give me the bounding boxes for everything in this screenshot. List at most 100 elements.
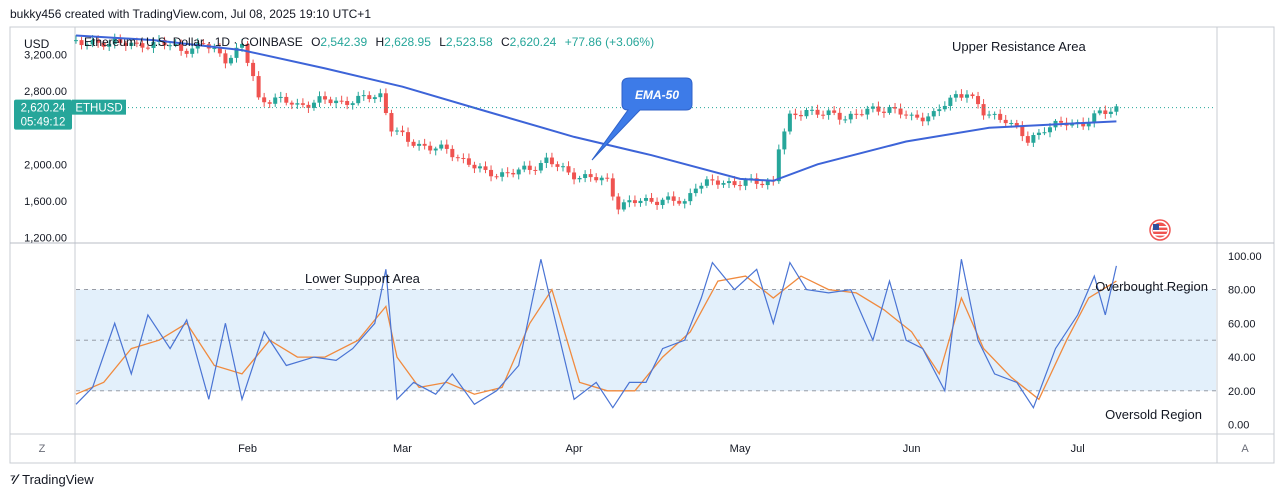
zoom-z-button[interactable]: Z bbox=[39, 443, 46, 455]
candle-down bbox=[96, 39, 101, 43]
candle-down bbox=[1020, 126, 1025, 137]
candle-down bbox=[1025, 136, 1030, 143]
candle-down bbox=[400, 130, 405, 133]
candle-up bbox=[538, 162, 543, 171]
candle-up bbox=[1009, 122, 1014, 124]
candle-down bbox=[981, 104, 986, 116]
ema-callout: EMA-50 bbox=[591, 77, 693, 161]
candle-up bbox=[1047, 127, 1052, 133]
price-tick-label: 2,000.00 bbox=[24, 159, 67, 171]
candle-up bbox=[212, 48, 217, 50]
candle-down bbox=[383, 93, 388, 114]
candle-down bbox=[1003, 119, 1008, 124]
candle-down bbox=[101, 42, 106, 47]
last-price-badge bbox=[14, 99, 72, 130]
symbol-name: Ethereum / U.S. Dollar · 1D · COINBASE bbox=[84, 35, 303, 49]
candle-down bbox=[345, 100, 350, 105]
candle-down bbox=[1081, 122, 1086, 127]
tradingview-logo[interactable]: ⁷∕ TradingView bbox=[10, 471, 94, 487]
candle-down bbox=[837, 112, 842, 120]
auto-scale-button[interactable]: A bbox=[1241, 443, 1249, 455]
candle-up bbox=[112, 38, 117, 44]
attribution-header: bukky456 created with TradingView.com, J… bbox=[10, 7, 371, 21]
candle-down bbox=[118, 38, 123, 43]
candle-down bbox=[217, 48, 222, 54]
stoch-tick-label: 0.00 bbox=[1228, 420, 1249, 432]
candle-down bbox=[893, 106, 898, 109]
bar-countdown: 05:49:12 bbox=[21, 117, 66, 129]
candle-down bbox=[245, 43, 250, 63]
candle-down bbox=[549, 157, 554, 165]
us-flag-icon[interactable] bbox=[1149, 219, 1171, 241]
low-label: L bbox=[439, 35, 446, 49]
candle-up bbox=[394, 130, 399, 132]
candle-down bbox=[483, 166, 488, 170]
candle-up bbox=[826, 110, 831, 116]
candle-down bbox=[422, 143, 427, 146]
candle-up bbox=[240, 43, 245, 48]
currency-label[interactable]: USD bbox=[24, 37, 50, 51]
candle-up bbox=[887, 106, 892, 113]
candle-down bbox=[649, 197, 654, 202]
candle-down bbox=[760, 183, 765, 186]
candle-down bbox=[428, 145, 433, 151]
stoch-tick-label: 60.00 bbox=[1228, 318, 1256, 330]
candle-up bbox=[937, 109, 942, 112]
candle-up bbox=[644, 197, 648, 201]
candle-up bbox=[843, 119, 848, 121]
candle-up bbox=[85, 44, 90, 46]
ema-50-series bbox=[75, 34, 1117, 182]
candle-up bbox=[190, 48, 195, 54]
candle-up bbox=[953, 94, 958, 98]
candle-down bbox=[632, 200, 637, 204]
candle-down bbox=[616, 196, 621, 210]
candle-up bbox=[273, 97, 278, 104]
candle-down bbox=[328, 99, 333, 104]
candle-up bbox=[660, 199, 665, 206]
candle-down bbox=[251, 62, 256, 77]
candle-up bbox=[500, 172, 505, 177]
lower-support-label: Lower Support Area bbox=[305, 271, 421, 286]
open-value: 2,542.39 bbox=[320, 35, 367, 49]
price-tick-label: 3,200.00 bbox=[24, 50, 67, 62]
candle-up bbox=[948, 97, 953, 106]
candle-up bbox=[577, 178, 582, 180]
ema-50-line bbox=[75, 34, 1117, 182]
candle-down bbox=[455, 157, 460, 159]
candle-up bbox=[1097, 110, 1102, 114]
symbol-ticker: ETHUSD bbox=[75, 103, 122, 115]
candle-up bbox=[865, 108, 870, 115]
candle-down bbox=[677, 200, 682, 204]
candle-down bbox=[970, 94, 975, 97]
time-tick-label: Jul bbox=[1071, 443, 1085, 455]
price-tick-label: 1,200.00 bbox=[24, 232, 67, 244]
time-x-ticks: Feb Mar Apr May Jun Jul bbox=[238, 443, 1085, 455]
candle-up bbox=[417, 143, 422, 146]
candle-down bbox=[754, 178, 759, 184]
candle-down bbox=[904, 114, 909, 116]
price-y-ticks: 3,200.00 2,800.00 2,000.00 1,600.00 1,200.00 bbox=[24, 50, 67, 245]
candle-down bbox=[655, 201, 660, 206]
candle-down bbox=[533, 169, 538, 171]
candle-up bbox=[433, 148, 438, 151]
candle-up bbox=[931, 111, 936, 117]
change-value: +77.86 (+3.06%) bbox=[565, 35, 654, 49]
candle-down bbox=[444, 144, 449, 149]
stochastic-y-ticks: 100.00 80.00 60.00 40.00 20.00 0.00 bbox=[1228, 251, 1262, 432]
tradingview-logo-icon: ⁷∕ bbox=[10, 471, 17, 487]
candle-up bbox=[782, 131, 787, 150]
candle-up bbox=[964, 94, 969, 98]
candle-down bbox=[289, 102, 294, 105]
candle-down bbox=[162, 39, 167, 46]
candle-up bbox=[90, 39, 95, 45]
high-value: 2,628.95 bbox=[384, 35, 431, 49]
candle-down bbox=[179, 44, 184, 51]
candle-up bbox=[295, 103, 300, 105]
candle-up bbox=[439, 144, 444, 149]
candle-down bbox=[715, 180, 720, 185]
time-tick-label: Jun bbox=[903, 443, 921, 455]
candle-down bbox=[472, 164, 477, 169]
candle-up bbox=[1092, 113, 1097, 123]
candle-down bbox=[898, 108, 903, 115]
